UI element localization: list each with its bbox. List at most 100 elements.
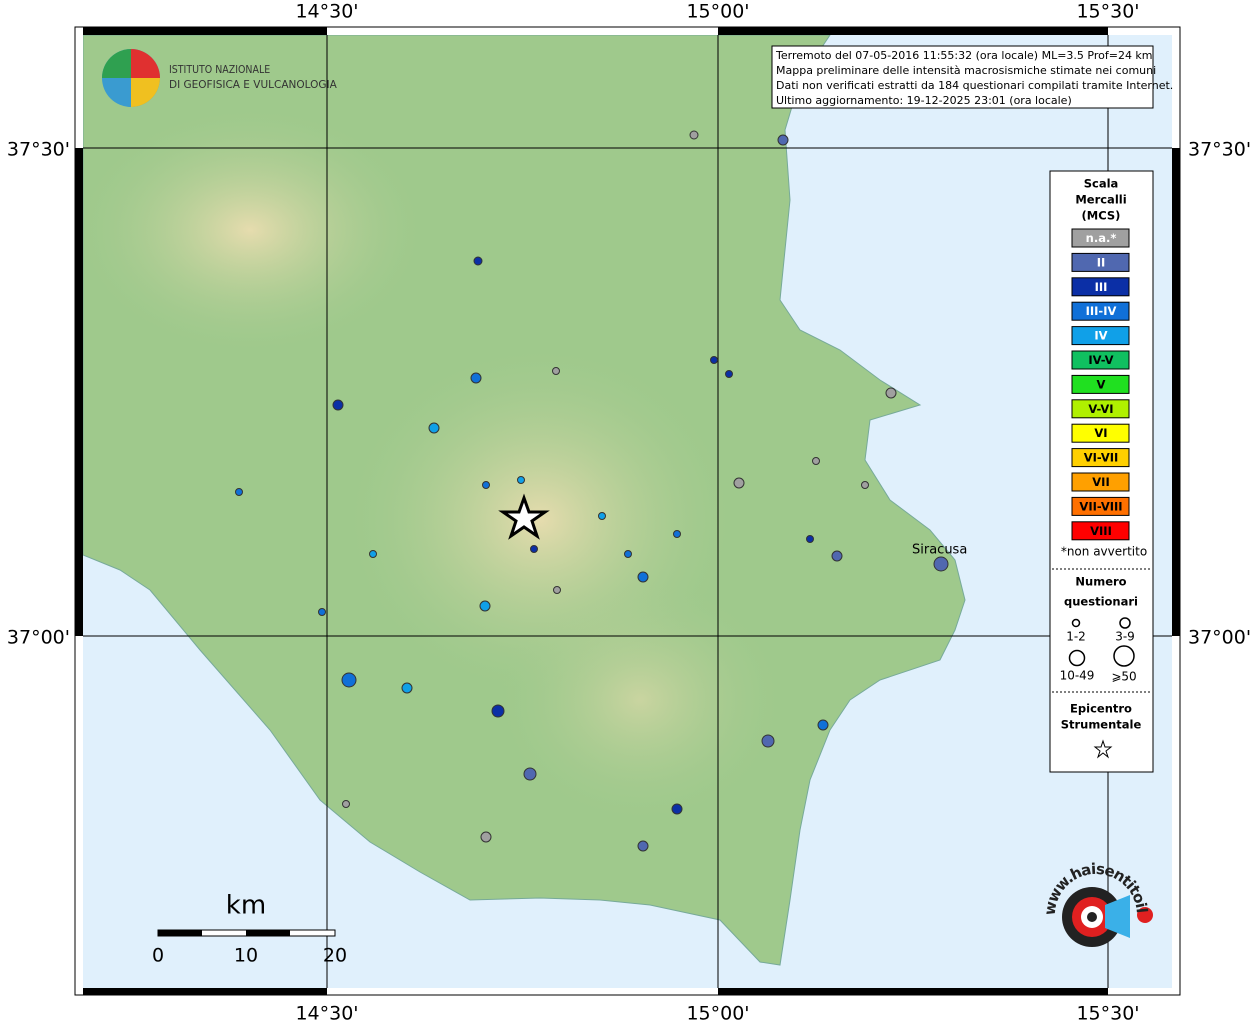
intensity-point bbox=[401, 682, 413, 694]
scale-bar: km 0 10 20 bbox=[152, 891, 347, 967]
legend-title: Strumentale bbox=[1061, 718, 1142, 732]
legend-title: Scala bbox=[1084, 177, 1119, 191]
ingv-logo: ISTITUTO NAZIONALE DI GEOFISICA E VULCAN… bbox=[102, 49, 338, 107]
intensity-point bbox=[318, 608, 326, 616]
legend-label: VIII bbox=[1090, 524, 1112, 538]
lon-label: 14°30' bbox=[295, 1, 358, 23]
legend-swatch bbox=[1071, 472, 1130, 492]
size-symbol bbox=[1068, 649, 1086, 667]
intensity-point bbox=[671, 803, 683, 815]
legend-title: Numero bbox=[1075, 575, 1126, 589]
legend-title: Mercalli bbox=[1075, 193, 1126, 207]
intensity-point bbox=[637, 571, 649, 583]
legend-swatch bbox=[1071, 350, 1130, 370]
intensity-point bbox=[479, 600, 491, 612]
legend-label: VI-VII bbox=[1084, 451, 1119, 465]
intensity-point bbox=[491, 704, 505, 718]
legend-title: Epicentro bbox=[1070, 702, 1132, 716]
intensity-point bbox=[812, 457, 820, 465]
intensity-point bbox=[806, 535, 814, 543]
lat-label: 37°30' bbox=[1188, 139, 1251, 161]
scale-unit: km bbox=[226, 891, 266, 921]
intensity-point bbox=[777, 134, 789, 146]
institute: DI GEOFISICA E VULCANOLOGIA bbox=[169, 79, 338, 91]
legend-swatch bbox=[1071, 448, 1130, 468]
size-label: 1-2 bbox=[1066, 630, 1086, 644]
star-symbol bbox=[1093, 739, 1113, 759]
legend-label: II bbox=[1097, 255, 1106, 269]
legend-swatch bbox=[1071, 399, 1130, 419]
intensity-point bbox=[553, 586, 561, 594]
intensity-point bbox=[933, 556, 949, 572]
legend-swatch bbox=[1071, 326, 1130, 346]
intensity-point bbox=[235, 488, 243, 496]
legend-label: V-VI bbox=[1088, 402, 1113, 416]
relief bbox=[83, 110, 420, 350]
lat-label: 37°30' bbox=[7, 139, 70, 161]
size-label: ⩾50 bbox=[1111, 670, 1136, 684]
intensity-point bbox=[725, 370, 733, 378]
intensity-point bbox=[342, 800, 350, 808]
info-line: Terremoto del 07-05-2016 11:55:32 (ora l… bbox=[775, 49, 1153, 62]
size-label: 10-49 bbox=[1060, 669, 1095, 683]
legend-label: V bbox=[1097, 377, 1106, 391]
legend-label: VII bbox=[1092, 475, 1109, 489]
lon-label: 15°00' bbox=[686, 1003, 749, 1024]
intensity-point bbox=[530, 545, 538, 553]
info-line: Ultimo aggiornamento: 19-12-2025 23:01 (… bbox=[776, 94, 1072, 107]
epicenter bbox=[498, 493, 550, 540]
intensity-point bbox=[517, 476, 525, 484]
legend-label: III-IV bbox=[1086, 304, 1117, 318]
institute: ISTITUTO NAZIONALE bbox=[169, 64, 270, 76]
intensity-point bbox=[552, 367, 560, 375]
legend-swatch bbox=[1071, 374, 1130, 394]
size-symbol bbox=[1113, 645, 1135, 667]
lon-label: 15°30' bbox=[1076, 1, 1139, 23]
legend-label: VI bbox=[1094, 426, 1107, 440]
info-box bbox=[771, 45, 1154, 109]
size-symbol bbox=[1119, 617, 1131, 629]
intensity-point bbox=[761, 734, 775, 748]
legend-title: (MCS) bbox=[1082, 209, 1121, 223]
legend-title: questionari bbox=[1064, 595, 1138, 609]
intensity-point bbox=[733, 477, 745, 489]
intensity-point bbox=[885, 387, 897, 399]
legend-label: VII-VIII bbox=[1079, 499, 1122, 513]
intensity-point bbox=[689, 130, 699, 140]
scale-tick: 10 bbox=[234, 945, 258, 967]
intensity-point bbox=[817, 719, 829, 731]
lon-label: 14°30' bbox=[295, 1003, 358, 1024]
legend-swatch bbox=[1071, 301, 1130, 321]
intensity-point bbox=[637, 840, 649, 852]
intensity-point bbox=[710, 356, 718, 364]
size-label: 3-9 bbox=[1115, 630, 1135, 644]
intensity-point bbox=[341, 672, 357, 688]
intensity-point bbox=[428, 422, 440, 434]
legend-label: n.a.* bbox=[1086, 231, 1117, 245]
intensity-point bbox=[473, 256, 483, 266]
intensity-point bbox=[482, 481, 490, 489]
legend-label: IV-V bbox=[1088, 353, 1113, 367]
legend-label: III bbox=[1095, 280, 1108, 294]
legend-note: *non avvertito bbox=[1061, 545, 1147, 559]
intensity-point bbox=[861, 481, 869, 489]
relief bbox=[500, 580, 780, 820]
intensity-point bbox=[480, 831, 492, 843]
legend-swatch bbox=[1071, 228, 1130, 248]
legend-swatch bbox=[1071, 521, 1130, 541]
lon-label: 15°00' bbox=[686, 1, 749, 23]
lat-label: 37°00' bbox=[1188, 627, 1251, 649]
legend-swatch bbox=[1071, 496, 1130, 516]
intensity-point bbox=[624, 550, 632, 558]
intensity-point bbox=[831, 550, 843, 562]
legend-swatch bbox=[1071, 277, 1130, 297]
legend-swatch bbox=[1071, 423, 1130, 443]
info-line: Mappa preliminare delle intensità macros… bbox=[776, 64, 1156, 77]
place-label: Siracusa bbox=[912, 543, 967, 558]
lon-label: 15°30' bbox=[1076, 1003, 1139, 1024]
legend-label: IV bbox=[1094, 329, 1107, 343]
legend-swatch bbox=[1071, 252, 1130, 272]
size-symbol bbox=[1071, 618, 1081, 628]
